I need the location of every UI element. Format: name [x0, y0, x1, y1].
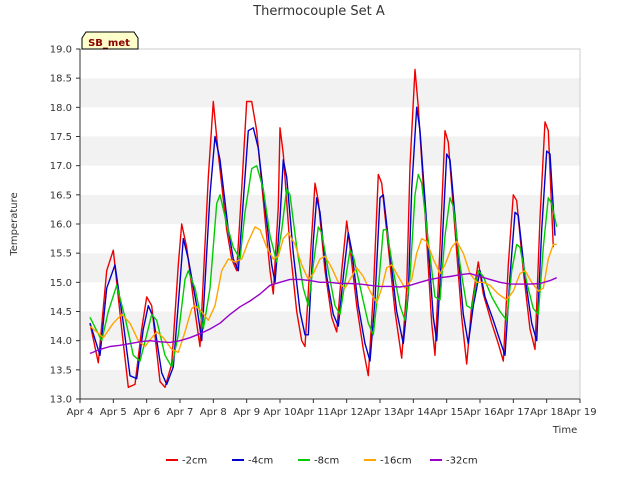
- y-tick-label: 17.0: [50, 161, 72, 172]
- grid-band: [80, 49, 580, 79]
- x-tick-label: Apr 19: [563, 407, 596, 418]
- y-tick-label: 14.0: [50, 336, 72, 347]
- legend-label: -4cm: [248, 456, 273, 467]
- legend-label: -8cm: [314, 456, 339, 467]
- series-line-32cm: [89, 272, 557, 355]
- legend-label: -16cm: [380, 456, 412, 467]
- y-tick-label: 13.0: [50, 395, 72, 406]
- grid-band: [80, 165, 580, 195]
- x-tick-label: Apr 10: [263, 407, 296, 418]
- x-tick-label: Apr 12: [330, 407, 363, 418]
- x-tick-label: Apr 11: [297, 407, 330, 418]
- x-axis-title: Time: [552, 425, 577, 436]
- x-tick-label: Apr 7: [167, 407, 194, 418]
- x-tick-label: Apr 16: [463, 407, 496, 418]
- chart-title: Thermocouple Set A: [252, 4, 385, 19]
- x-tick-label: Apr 6: [133, 407, 160, 418]
- y-tick-label: 18.0: [50, 103, 72, 114]
- annotation-box: [81, 31, 139, 50]
- x-tick-label: Apr 4: [67, 407, 94, 418]
- legend-label: -2cm: [182, 456, 207, 467]
- grid-band: [80, 136, 580, 166]
- x-axis: Apr 4 Apr 5 Apr 6 Apr 7 Apr 8 Apr 9 Apr 10 Apr …: [67, 398, 597, 418]
- grid-band: [80, 224, 580, 254]
- y-tick-label: 14.5: [50, 307, 72, 318]
- series-line-2cm: [89, 68, 554, 388]
- x-tick-label: Apr 15: [430, 407, 463, 418]
- x-tick-label: Apr 9: [233, 407, 260, 418]
- legend-label: -32cm: [446, 456, 478, 467]
- y-tick-label: 18.5: [50, 74, 72, 85]
- y-tick-label: 15.0: [50, 278, 72, 289]
- y-tick-label: 19.0: [50, 45, 72, 56]
- grid-band: [80, 311, 580, 341]
- series-line-4cm: [89, 106, 556, 386]
- x-tick-label: Apr 17: [497, 407, 530, 418]
- grid-band: [80, 78, 580, 108]
- grid-band: [80, 369, 580, 399]
- y-tick-label: 16.0: [50, 220, 72, 231]
- y-tick-label: 15.5: [50, 249, 72, 260]
- x-tick-label: Apr 8: [200, 407, 227, 418]
- series-line-16cm: [89, 226, 557, 353]
- annotation-label: SB_met: [88, 38, 130, 49]
- annotation-badge: SB_met: [81, 31, 139, 50]
- y-tick-label: 13.5: [50, 365, 72, 376]
- y-tick-label: 16.5: [50, 190, 72, 201]
- y-axis: 13.0 13.5 14.0 14.5 15.0 15.5 16.0 16.5 17.0 17.5…: [50, 45, 81, 406]
- legend: -2cm -4cm -8cm -16cm -32cm: [166, 456, 478, 467]
- y-tick-label: 17.5: [50, 132, 72, 143]
- x-tick-label: Apr 18: [530, 407, 563, 418]
- series-line-8cm: [89, 165, 558, 368]
- grid-band: [80, 194, 580, 224]
- series-lines: [89, 68, 558, 388]
- y-axis-title: Temperature: [9, 192, 20, 256]
- grid-band: [80, 107, 580, 137]
- x-tick-label: Apr 5: [100, 407, 127, 418]
- x-tick-label: Apr 14: [397, 407, 430, 418]
- x-tick-label: Apr 13: [363, 407, 396, 418]
